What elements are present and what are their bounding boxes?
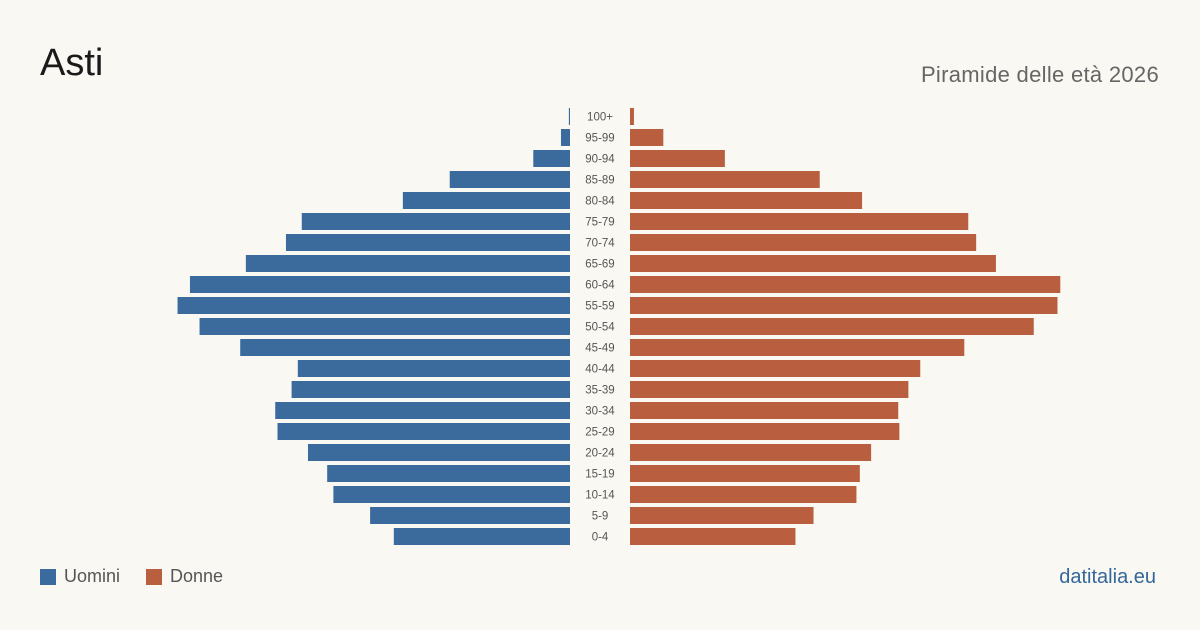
bar-women-40-44 (630, 360, 921, 377)
bar-men-15-19 (327, 465, 570, 482)
legend-item-men: Uomini (40, 566, 120, 587)
bar-women-20-24 (630, 444, 872, 461)
bar-men-50-54 (199, 318, 570, 335)
age-label-35-39: 35-39 (585, 385, 614, 397)
age-label-70-74: 70-74 (585, 238, 615, 250)
bar-men-85-89 (449, 171, 570, 188)
bar-men-75-79 (301, 213, 570, 230)
bar-women-100plus (630, 108, 634, 125)
age-label-30-34: 30-34 (585, 406, 615, 418)
age-label-100plus: 100+ (587, 112, 613, 124)
age-label-45-49: 45-49 (585, 343, 614, 355)
age-label-60-64: 60-64 (585, 280, 615, 292)
age-label-15-19: 15-19 (585, 469, 614, 481)
age-label-20-24: 20-24 (585, 448, 615, 460)
age-label-10-14: 10-14 (585, 490, 615, 502)
age-label-25-29: 25-29 (585, 427, 614, 439)
chart-subtitle: Piramide delle età 2026 (920, 62, 1159, 87)
bar-women-65-69 (630, 255, 996, 272)
bar-women-5-9 (630, 507, 814, 524)
bar-women-35-39 (630, 381, 909, 398)
bar-men-20-24 (307, 444, 570, 461)
legend-label-men: Uomini (64, 566, 121, 586)
age-label-95-99: 95-99 (585, 133, 614, 145)
page-title: Asti (40, 42, 104, 84)
bar-women-10-14 (630, 486, 857, 503)
bar-women-60-64 (630, 276, 1061, 293)
legend-item-women: Donne (146, 566, 223, 587)
age-label-90-94: 90-94 (585, 154, 615, 166)
legend: Uomini Donne (40, 566, 249, 587)
bar-men-30-34 (275, 402, 570, 419)
bar-men-5-9 (370, 507, 570, 524)
bar-women-80-84 (630, 192, 863, 209)
bar-women-55-59 (630, 297, 1058, 314)
age-label-65-69: 65-69 (585, 259, 614, 271)
bar-men-100plus (568, 108, 570, 125)
age-label-0-4: 0-4 (592, 532, 609, 544)
age-label-80-84: 80-84 (585, 196, 615, 208)
bar-men-25-29 (277, 423, 570, 440)
bar-men-55-59 (177, 297, 570, 314)
age-label-55-59: 55-59 (585, 301, 614, 313)
bar-women-85-89 (630, 171, 820, 188)
brand-link[interactable]: datitalia.eu (1059, 566, 1156, 588)
bar-men-60-64 (189, 276, 570, 293)
bar-women-70-74 (630, 234, 977, 251)
bar-women-75-79 (630, 213, 969, 230)
age-label-5-9: 5-9 (592, 511, 609, 523)
age-label-50-54: 50-54 (585, 322, 615, 334)
bar-men-65-69 (245, 255, 571, 272)
bar-men-0-4 (393, 528, 570, 545)
bar-women-15-19 (630, 465, 860, 482)
bar-men-10-14 (333, 486, 570, 503)
bar-women-95-99 (630, 129, 664, 146)
bar-men-95-99 (560, 129, 570, 146)
bar-women-30-34 (630, 402, 899, 419)
bar-men-90-94 (533, 150, 570, 167)
bar-men-40-44 (297, 360, 570, 377)
bar-men-45-49 (240, 339, 570, 356)
age-label-40-44: 40-44 (585, 364, 615, 376)
bar-women-90-94 (630, 150, 725, 167)
bar-men-35-39 (291, 381, 570, 398)
bar-women-25-29 (630, 423, 900, 440)
legend-swatch-women (146, 568, 163, 585)
legend-label-women: Donne (170, 566, 224, 586)
bar-men-80-84 (402, 192, 570, 209)
bar-women-0-4 (630, 528, 796, 545)
bar-men-70-74 (285, 234, 570, 251)
bar-women-45-49 (630, 339, 965, 356)
legend-swatch-men (40, 568, 56, 585)
age-label-75-79: 75-79 (585, 217, 614, 229)
age-label-85-89: 85-89 (585, 175, 614, 187)
bar-women-50-54 (630, 318, 1034, 335)
